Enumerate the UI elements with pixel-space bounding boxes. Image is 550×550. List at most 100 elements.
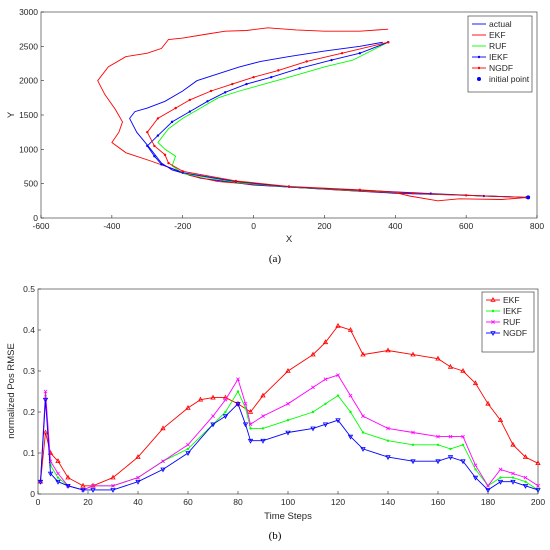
xlabel-a: X [286, 234, 293, 245]
data-point-ekf [80, 482, 86, 488]
data-point-ruf [311, 385, 315, 390]
data-point-iekf [224, 410, 227, 414]
data-point-ekf [55, 458, 61, 463]
data-point-iekf [56, 476, 60, 479]
data-point-ruf [461, 434, 465, 439]
x-tick-label: 180 [481, 497, 495, 507]
data-point-ngdf [153, 144, 156, 148]
data-point-ekf [447, 363, 454, 369]
data-point-iekf [188, 110, 191, 113]
data-point-ngdf [156, 117, 160, 120]
tick-group-b: 0 20 40 60 80 100 120 140 160 180 200 0 0.1 0.2 0.3 0.4… [23, 284, 545, 507]
data-point-ruf [236, 377, 240, 382]
data-point-ngdf [135, 479, 141, 485]
data-point-iekf [524, 480, 527, 483]
data-point-ngdf [163, 153, 167, 157]
data-point-ekf [285, 367, 291, 373]
data-point-ekf [485, 400, 491, 406]
data-point-iekf [245, 82, 248, 86]
data-point-ngdf [387, 41, 390, 44]
data-point-ngdf [510, 479, 516, 485]
data-point-ngdf [358, 188, 362, 192]
data-point-ekf [347, 326, 354, 332]
y-tick-label: 0.2 [23, 407, 35, 417]
data-point-ekf [510, 441, 516, 447]
data-point-ekf [247, 408, 254, 414]
data-point-iekf [236, 390, 240, 393]
data-point-iekf [411, 443, 415, 446]
data-point-ruf [248, 422, 253, 427]
data-point-iekf [206, 100, 209, 103]
series-line-ruf [40, 374, 539, 491]
data-point-ngdf [231, 82, 234, 86]
data-point-ruf [361, 414, 365, 418]
series-line-ekf [97, 27, 529, 202]
data-point-iekf [186, 447, 190, 451]
data-point-iekf [436, 443, 440, 446]
x-tick-label: 0 [251, 221, 256, 231]
plot-area-a [40, 11, 538, 219]
legend-label-iekf: IEKF [503, 306, 522, 316]
caption-a: (a) [269, 253, 282, 265]
data-point-ngdf [340, 52, 344, 55]
data-point-iekf [261, 427, 265, 430]
data-point-ngdf [460, 459, 466, 465]
data-point-iekf [361, 431, 365, 434]
data-point-ngdf [222, 414, 229, 420]
data-point-ngdf [260, 438, 266, 444]
data-point-ekf [65, 474, 71, 480]
legend-label-ruf: RUF [489, 41, 506, 51]
y-tick-label: 1500 [19, 110, 38, 120]
data-point-ekf [472, 380, 479, 386]
y-tick-label: 500 [24, 179, 38, 189]
data-point-iekf [449, 447, 452, 451]
data-point-ngdf [181, 170, 184, 173]
x-tick-label: 80 [233, 497, 243, 507]
data-point-ngdf [435, 459, 441, 465]
data-point-ngdf [80, 488, 86, 493]
data-point-ekf [42, 429, 49, 435]
data-point-ruf [91, 483, 95, 488]
data-point-iekf [324, 402, 327, 405]
data-point-ruf [43, 389, 48, 394]
x-tick-label: -600 [32, 221, 49, 231]
y-tick-label: 0.4 [23, 325, 35, 335]
x-tick-label: 40 [133, 497, 143, 507]
series-group-b [37, 322, 541, 493]
data-point-ruf [161, 459, 165, 464]
data-point-ekf [260, 392, 266, 398]
data-point-ngdf [65, 484, 71, 489]
data-point-iekf [146, 144, 149, 148]
data-point-iekf [511, 476, 515, 479]
data-point-iekf [349, 410, 352, 414]
data-point-ruf [186, 442, 190, 447]
legend-label-ekf: EKF [489, 30, 506, 40]
data-point-ngdf [287, 185, 291, 188]
chart-a: -600 -400 -200 0 200 400 600 800 0 500 1000 1500 200… [6, 7, 544, 265]
data-point-ekf [497, 417, 504, 422]
data-point-ngdf [174, 106, 177, 110]
data-point-iekf [461, 443, 465, 446]
data-point-ngdf [497, 479, 504, 485]
series-line-ekf [40, 325, 539, 487]
data-point-ruf [243, 401, 248, 406]
legend-label-ngdf: NGDF [503, 328, 527, 338]
xlabel-b: Time Steps [264, 511, 312, 522]
data-point-ngdf [485, 488, 491, 493]
data-point-ngdf [47, 471, 54, 477]
data-point-ruf [261, 414, 265, 418]
x-tick-label: 20 [83, 497, 93, 507]
y-tick-label: 3000 [19, 7, 38, 17]
data-point-ngdf [447, 455, 454, 461]
data-point-ekf [110, 474, 116, 480]
initial-point-marker [526, 195, 531, 200]
x-tick-label: 60 [183, 497, 193, 507]
data-point-ngdf [322, 422, 329, 428]
data-point-ekf [460, 367, 466, 373]
data-point-ekf [210, 394, 216, 400]
data-point-ngdf [305, 60, 308, 63]
data-point-ruf [348, 393, 353, 398]
data-point-iekf [474, 468, 477, 471]
